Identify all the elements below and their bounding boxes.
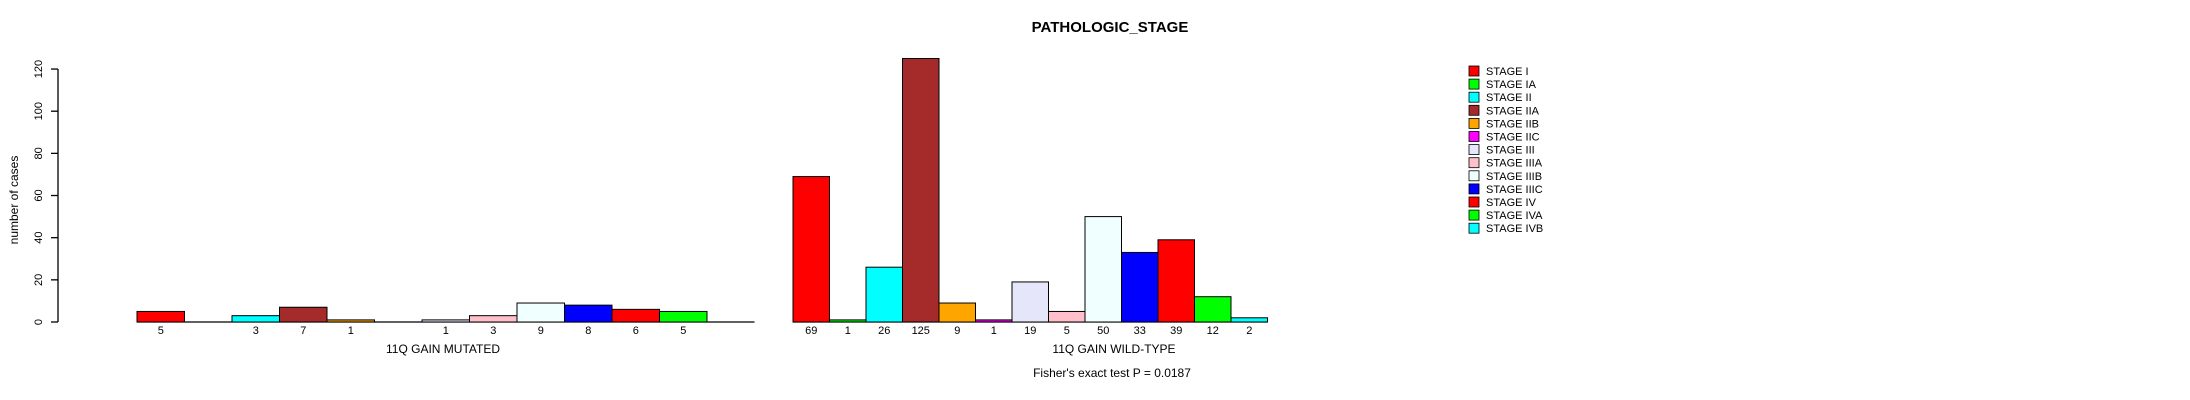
legend-label-stage-iib: STAGE IIB xyxy=(1486,118,1539,130)
bar-value-11q-gain-mutated-stage-iiic: 8 xyxy=(585,325,591,337)
bar-value-11q-gain-wild-type-stage-iv: 39 xyxy=(1170,325,1182,337)
bar-11q-gain-wild-type-stage-iii xyxy=(1011,281,1049,323)
bar-value-11q-gain-wild-type-stage-iii: 19 xyxy=(1024,325,1036,337)
bar-11q-gain-mutated-stage-iiic xyxy=(564,304,613,323)
bar-11q-gain-mutated-stage-iv xyxy=(611,308,660,323)
bar-11q-gain-wild-type-stage-ii xyxy=(865,266,903,323)
bar-value-11q-gain-mutated-stage-iia: 7 xyxy=(300,325,306,337)
legend-label-stage-iva: STAGE IVA xyxy=(1486,210,1543,222)
legend-swatch-stage-i xyxy=(1468,65,1480,77)
legend-swatch-stage-iva xyxy=(1468,209,1480,221)
legend-swatch-stage-iic xyxy=(1468,131,1480,142)
bar-value-11q-gain-wild-type-stage-iiic: 33 xyxy=(1134,325,1146,337)
legend-label-stage-iiia: STAGE IIIA xyxy=(1486,158,1543,170)
legend-swatch-stage-ii xyxy=(1468,91,1480,103)
chart-title: PATHOLOGIC_STAGE xyxy=(1031,19,1189,36)
bar-11q-gain-wild-type-stage-iib xyxy=(938,302,976,323)
bar-11q-gain-wild-type-stage-iiib xyxy=(1084,216,1122,323)
bar-value-11q-gain-mutated-stage-iib: 1 xyxy=(348,325,354,337)
legend-label-stage-ia: STAGE IA xyxy=(1486,79,1537,91)
bar-11q-gain-mutated-stage-iiib xyxy=(516,302,565,323)
bar-value-11q-gain-wild-type-stage-ia: 1 xyxy=(845,325,851,337)
y-tick-label-60: 60 xyxy=(33,189,45,201)
legend-swatch-stage-ivb xyxy=(1468,222,1480,234)
bar-11q-gain-wild-type-stage-iiic xyxy=(1121,251,1159,323)
bar-value-11q-gain-wild-type-stage-ivb: 2 xyxy=(1246,325,1252,337)
legend-label-stage-i: STAGE I xyxy=(1486,66,1529,78)
bar-11q-gain-mutated-stage-iiia xyxy=(469,315,518,323)
bar-11q-gain-wild-type-stage-iva xyxy=(1194,296,1232,323)
y-tick-label-120: 120 xyxy=(33,60,45,78)
bar-value-11q-gain-wild-type-stage-iiib: 50 xyxy=(1097,325,1109,337)
legend-label-stage-iia: STAGE IIA xyxy=(1486,105,1540,117)
bar-11q-gain-wild-type-stage-iia xyxy=(902,58,940,323)
legend-label-stage-iic: STAGE IIC xyxy=(1486,132,1540,144)
legend-label-stage-iiib: STAGE IIIB xyxy=(1486,171,1542,183)
bar-value-11q-gain-mutated-stage-iva: 5 xyxy=(680,325,686,337)
bar-11q-gain-mutated-stage-ii xyxy=(231,315,280,323)
legend-swatch-stage-iiic xyxy=(1468,183,1480,195)
fisher-test-caption: Fisher's exact test P = 0.0187 xyxy=(1033,366,1191,380)
bar-11q-gain-wild-type-stage-i xyxy=(792,176,830,323)
bar-11q-gain-wild-type-stage-iic xyxy=(975,319,1013,323)
bar-value-11q-gain-wild-type-stage-iva: 12 xyxy=(1207,325,1219,337)
y-tick-label-80: 80 xyxy=(33,147,45,159)
bar-11q-gain-mutated-stage-iia xyxy=(279,306,328,323)
legend-swatch-stage-iv xyxy=(1468,196,1480,208)
bar-11q-gain-mutated-stage-iib xyxy=(326,319,375,323)
bar-11q-gain-mutated-stage-iii xyxy=(421,319,470,323)
legend-swatch-stage-iii xyxy=(1468,144,1480,156)
bar-11q-gain-wild-type-stage-ia xyxy=(829,319,867,323)
y-tick-label-100: 100 xyxy=(33,102,45,120)
bar-value-11q-gain-mutated-stage-iii: 1 xyxy=(443,325,449,337)
legend-label-stage-iii: STAGE III xyxy=(1486,145,1535,157)
bar-value-11q-gain-wild-type-stage-iic: 1 xyxy=(991,325,997,337)
legend-label-stage-iiic: STAGE IIIC xyxy=(1486,184,1543,196)
y-tick-label-40: 40 xyxy=(33,232,45,244)
legend-swatch-stage-iia xyxy=(1468,104,1480,116)
legend-swatch-stage-iiib xyxy=(1468,170,1480,182)
bar-value-11q-gain-mutated-stage-ii: 3 xyxy=(253,325,259,337)
legend-swatch-stage-ia xyxy=(1468,78,1480,90)
bar-11q-gain-wild-type-stage-ivb xyxy=(1230,317,1268,323)
bar-11q-gain-wild-type-stage-iiia xyxy=(1048,310,1086,323)
bar-value-11q-gain-mutated-stage-iiib: 9 xyxy=(538,325,544,337)
bar-value-11q-gain-mutated-stage-iv: 6 xyxy=(633,325,639,337)
bar-value-11q-gain-mutated-stage-i: 5 xyxy=(158,325,164,337)
y-tick-label-0: 0 xyxy=(33,319,45,325)
legend-label-stage-iv: STAGE IV xyxy=(1486,197,1537,209)
y-tick-label-20: 20 xyxy=(33,274,45,286)
bar-value-11q-gain-mutated-stage-iiia: 3 xyxy=(490,325,496,337)
bar-value-11q-gain-wild-type-stage-iia: 125 xyxy=(912,325,930,337)
bar-value-11q-gain-wild-type-stage-i: 69 xyxy=(805,325,817,337)
bar-value-11q-gain-wild-type-stage-iib: 9 xyxy=(954,325,960,337)
bar-value-11q-gain-wild-type-stage-ii: 26 xyxy=(878,325,890,337)
x-axis-label-wildtype: 11Q GAIN WILD-TYPE xyxy=(1052,342,1176,356)
legend-label-stage-ivb: STAGE IVB xyxy=(1486,223,1543,235)
bar-value-11q-gain-wild-type-stage-iiia: 5 xyxy=(1064,325,1070,337)
bar-11q-gain-mutated-stage-i xyxy=(136,310,185,323)
x-axis-label-mutated: 11Q GAIN MUTATED xyxy=(385,342,501,356)
legend-swatch-stage-iib xyxy=(1468,118,1480,129)
legend-swatch-stage-iiia xyxy=(1468,157,1480,169)
bar-11q-gain-wild-type-stage-iv xyxy=(1157,239,1195,323)
bar-11q-gain-mutated-stage-iva xyxy=(659,310,708,323)
legend-label-stage-ii: STAGE II xyxy=(1486,92,1532,104)
